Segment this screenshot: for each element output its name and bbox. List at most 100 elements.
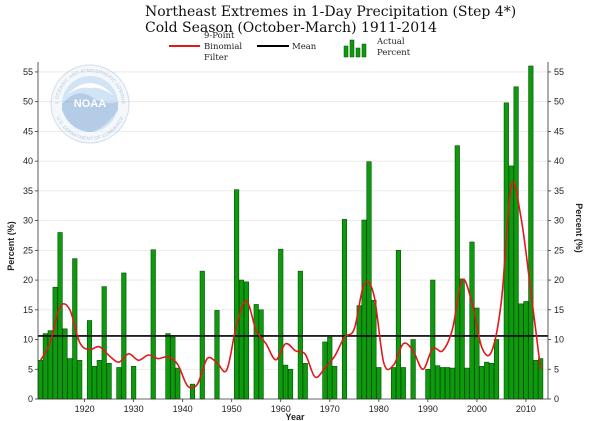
x-tick-label: 1990 [418, 404, 438, 414]
bar [390, 367, 397, 400]
bar [101, 286, 107, 400]
bar [302, 363, 308, 400]
bar [376, 367, 382, 400]
bar [489, 363, 495, 400]
bar [469, 241, 475, 400]
bar [67, 358, 73, 400]
y-tick-label-left: 5 [28, 364, 33, 374]
bar [170, 336, 176, 400]
x-tick-label: 1970 [320, 404, 340, 414]
y-tick-label-left: 50 [23, 97, 33, 107]
y-axis-label-left: Percent (%) [6, 221, 16, 271]
bar [287, 368, 294, 400]
bar [106, 363, 112, 400]
y-tick-label-right: 5 [554, 364, 559, 374]
legend-filter-label-line2: Binomial [204, 42, 242, 52]
y-tick-label-left: 30 [23, 216, 33, 226]
y-tick-label-left: 40 [23, 156, 33, 166]
y-tick-label-left: 10 [23, 335, 33, 345]
bar [131, 365, 137, 400]
x-tick-label: 2010 [516, 404, 536, 414]
legend-bar-swatch [343, 39, 367, 58]
y-tick-label-right: 20 [554, 275, 564, 285]
legend-filter-label-line3: Filter [204, 53, 229, 63]
x-tick-label: 1960 [271, 404, 291, 414]
noaa-logo: NOAA NATIONAL OCEANIC AND ATMOSPHERIC AD… [0, 0, 130, 144]
x-tick-label: 1980 [369, 404, 389, 414]
bar [528, 65, 534, 400]
y-tick-label-right: 35 [554, 186, 564, 196]
y-tick-label-left: 55 [23, 67, 33, 77]
bar [77, 360, 83, 400]
bar [42, 333, 48, 400]
x-axis-label: Year [285, 412, 305, 421]
y-tick-label-right: 25 [554, 245, 564, 255]
bar [430, 279, 436, 400]
bar [57, 232, 63, 400]
bar [356, 305, 362, 400]
bar [523, 301, 529, 400]
y-tick-label-left: 15 [23, 305, 33, 315]
bar [150, 249, 156, 400]
y-tick-label-right: 15 [554, 305, 564, 315]
bar [234, 189, 240, 400]
bar [484, 361, 490, 400]
y-tick-label-left: 25 [23, 245, 33, 255]
bar [454, 145, 460, 400]
bar [479, 365, 485, 400]
bar [459, 278, 465, 400]
bar [449, 367, 455, 400]
bar [464, 367, 470, 400]
bar [258, 309, 264, 400]
y-tick-label-left: 0 [28, 394, 33, 404]
bar [361, 219, 367, 400]
x-tick-label: 1940 [173, 404, 193, 414]
bar [371, 299, 377, 400]
bar [440, 367, 446, 400]
bar [199, 270, 205, 400]
legend-actual-label-line1: Actual [376, 37, 405, 47]
legend-actual-label-line2: Percent [377, 48, 411, 58]
bar [253, 304, 259, 400]
y-axis-label-right: Percent (%) [574, 203, 584, 253]
bar [327, 336, 333, 400]
bar [116, 367, 122, 400]
bar [332, 365, 338, 400]
chart-title-line1: Northeast Extremes in 1-Day Precipitatio… [145, 4, 516, 20]
bar [283, 364, 289, 400]
filter-line-group [39, 181, 542, 389]
bar [37, 360, 44, 400]
chart-title-line2: Cold Season (October-March) 1911-2014 [145, 20, 437, 36]
logo-text: NOAA [74, 98, 106, 110]
y-tick-label-left: 35 [23, 186, 33, 196]
bar [297, 270, 303, 400]
bar [62, 328, 68, 400]
x-tick-label: 1930 [124, 404, 144, 414]
x-tick-label: 1920 [75, 404, 95, 414]
bar-series [37, 65, 544, 400]
bar [444, 367, 451, 400]
legend-mean-label: Mean [292, 42, 317, 52]
bar [175, 367, 181, 400]
legend-filter-label-line1: 9-Point [204, 31, 235, 41]
bar [96, 360, 102, 400]
y-tick-label-left: 20 [23, 275, 33, 285]
x-tick-label: 1950 [222, 404, 242, 414]
bar [533, 360, 539, 400]
bar [165, 333, 171, 400]
bar [513, 86, 519, 400]
bar [425, 368, 431, 400]
bar [341, 219, 348, 400]
bar [238, 279, 245, 400]
y-tick-label-right: 10 [554, 335, 564, 345]
legend: 9-Point Binomial Filter Mean Actual Perc… [169, 31, 411, 63]
y-tick-label-right: 50 [554, 97, 564, 107]
bar [400, 367, 406, 400]
bar [435, 365, 441, 400]
bar [493, 339, 500, 400]
bar [518, 303, 524, 400]
y-tick-label-right: 55 [554, 67, 564, 77]
bar [86, 320, 93, 400]
y-tick-label-left: 45 [23, 126, 33, 136]
